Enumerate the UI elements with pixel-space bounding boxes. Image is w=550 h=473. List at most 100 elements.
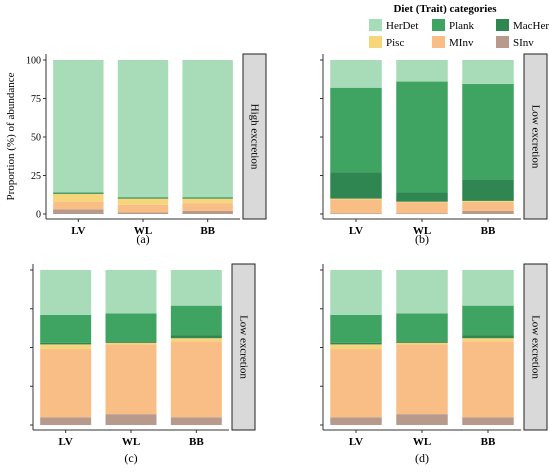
facet-strip — [523, 263, 548, 431]
bar-lv-herdet — [330, 270, 382, 315]
bar-bb-plank — [462, 305, 514, 336]
panel-d: LV WL BB Low excretion (d) — [320, 263, 548, 465]
bar-wl-minv — [396, 202, 448, 214]
bar-wl-sinv — [396, 213, 448, 214]
bar-lv-macher — [330, 342, 382, 345]
bar-lv-minv — [330, 199, 382, 214]
bar-lv-sinv — [330, 417, 382, 425]
category-label-lv: LV — [349, 436, 363, 448]
panel-b: LV WL BB Low excretion (b) — [320, 53, 548, 246]
bar-bb-sinv — [182, 210, 233, 214]
bar-wl-pisc — [117, 198, 169, 205]
bar-lv-plank — [53, 192, 104, 194]
bar-wl-plank — [105, 313, 157, 342]
bar-wl-macher — [105, 341, 157, 343]
bar-bb-minv — [170, 341, 222, 418]
legend-swatch-herdet — [369, 19, 382, 31]
bar-bb-minv — [182, 203, 233, 211]
bar-wl-macher — [396, 341, 448, 343]
bar-wl-sinv — [396, 414, 448, 425]
category-label-bb: BB — [481, 436, 496, 448]
bar-bb-macher — [170, 335, 222, 339]
legend-swatch-minv — [432, 36, 445, 48]
bar-bb-pisc — [182, 198, 233, 204]
bar-wl-herdet — [117, 60, 169, 198]
bar-lv-macher — [330, 172, 382, 199]
bar-wl-herdet — [396, 60, 448, 82]
category-label-wl: WL — [122, 436, 140, 448]
bar-bb-pisc — [462, 338, 514, 342]
category-label-lv: LV — [349, 225, 363, 237]
legend-swatch-pisc — [369, 36, 382, 48]
bar-bb-herdet — [462, 270, 514, 306]
bar-bb-minv — [462, 341, 514, 418]
facet-strip — [523, 53, 548, 220]
bar-bb-pisc — [170, 338, 222, 342]
legend-label-minv: MInv — [449, 37, 474, 49]
legend-title: Diet (Trait) categories — [393, 3, 497, 15]
bar-bb-plank — [182, 197, 233, 198]
bar-bb-macher — [462, 335, 514, 339]
y-tick-label: 0 — [36, 210, 41, 221]
bar-lv-herdet — [330, 60, 382, 88]
bar-lv-sinv — [40, 417, 92, 425]
legend: Diet (Trait) categories HerDet Plank MacHer… — [369, 3, 549, 49]
bar-wl-herdet — [396, 270, 448, 314]
bar-bb-herdet — [462, 60, 514, 84]
bar-bb-plank — [170, 305, 222, 336]
panel-label: (c) — [124, 451, 137, 465]
bar-wl-sinv — [105, 414, 157, 425]
y-tick-label: 100 — [26, 56, 41, 67]
bar-lv-minv — [330, 349, 382, 418]
bar-bb-sinv — [170, 417, 222, 425]
bar-lv-macher — [40, 342, 92, 345]
category-label-lv: LV — [71, 225, 85, 237]
bar-lv-plank — [330, 314, 382, 343]
legend-label-sinv: SInv — [513, 37, 534, 49]
facet-strip-label: Low excretion — [238, 315, 250, 379]
panel-a: LV WL BB 0 25 50 75 100 Proportion (%) of abunda… — [5, 53, 267, 246]
bar-wl-pisc — [105, 342, 157, 345]
facet-strip-label: Low excretion — [530, 105, 542, 169]
legend-swatch-macher — [496, 19, 509, 31]
bar-wl-macher — [117, 197, 169, 199]
bar-bb-plank — [462, 83, 514, 180]
y-tick-label: 50 — [31, 133, 41, 144]
legend-swatch-sinv — [496, 36, 509, 48]
bar-lv-pisc — [330, 198, 382, 200]
bar-wl-plank — [117, 197, 169, 198]
bar-wl-macher — [396, 192, 448, 202]
facet-strip-label: Low excretion — [530, 315, 542, 379]
category-label-wl: WL — [413, 436, 431, 448]
bar-wl-pisc — [396, 201, 448, 203]
bar-wl-minv — [105, 344, 157, 415]
bar-bb-macher — [182, 197, 233, 199]
category-label-lv: LV — [59, 436, 73, 448]
category-label-wl: WL — [134, 225, 152, 237]
bar-lv-pisc — [330, 344, 382, 350]
bar-lv-minv — [40, 349, 92, 418]
panels: LV WL BB 0 25 50 75 100 Proportion (%) of abunda… — [5, 53, 548, 465]
bar-wl-plank — [396, 81, 448, 193]
bar-bb-macher — [462, 179, 514, 201]
legend-label-plank: Plank — [449, 20, 475, 32]
panel-label: (b) — [415, 232, 429, 246]
panel-c: LV WL BB Low excretion (c) — [30, 263, 256, 465]
category-label-wl: WL — [413, 225, 431, 237]
y-tick-label: 25 — [31, 171, 41, 182]
bar-bb-sinv — [462, 210, 514, 214]
bar-lv-sinv — [330, 213, 382, 214]
bar-lv-plank — [40, 314, 92, 343]
bar-lv-plank — [330, 87, 382, 173]
panel-label: (a) — [136, 232, 149, 246]
bar-lv-sinv — [53, 209, 104, 214]
y-axis-label: Proportion (%) of abundance — [5, 72, 17, 200]
y-tick-label: 75 — [31, 94, 41, 105]
bar-bb-pisc — [462, 200, 514, 202]
bar-lv-pisc — [53, 193, 104, 202]
bar-wl-pisc — [396, 342, 448, 345]
facet-strip-label: High excretion — [249, 104, 261, 170]
bar-bb-herdet — [170, 270, 222, 306]
bar-lv-herdet — [53, 60, 104, 193]
category-label-bb: BB — [189, 436, 204, 448]
